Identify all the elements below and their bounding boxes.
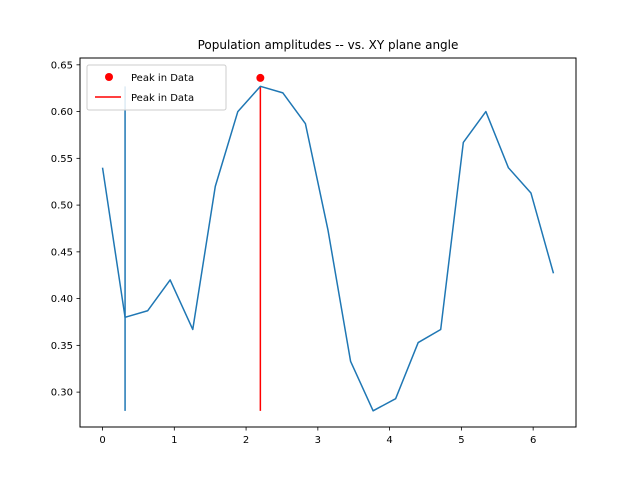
x-tick-label: 2 [243, 435, 249, 446]
y-tick-label: 0.30 [51, 388, 73, 399]
y-tick-label: 0.60 [51, 107, 73, 118]
chart-title: Population amplitudes -- vs. XY plane an… [198, 38, 459, 52]
legend-label-points: Peak in Data [131, 73, 194, 84]
x-tick-label: 4 [386, 435, 392, 446]
x-tick-label: 1 [171, 435, 177, 446]
y-tick-label: 0.50 [51, 201, 73, 212]
legend-marker-dot [105, 73, 113, 81]
y-tick-label: 0.40 [51, 294, 73, 305]
legend: Peak in Data Peak in Data [86, 64, 227, 111]
y-axis: 0.30 0.35 0.40 0.45 0.50 0.55 0.60 0.65 [51, 60, 80, 399]
peak-point-1 [256, 73, 265, 82]
y-tick-label: 0.45 [51, 247, 73, 258]
y-tick-label: 0.55 [51, 154, 73, 165]
x-tick-label: 5 [458, 435, 464, 446]
x-tick-label: 6 [530, 435, 536, 446]
x-tick-label: 3 [315, 435, 321, 446]
x-axis: 0 1 2 3 4 5 6 [99, 427, 536, 446]
plot-frame [79, 57, 577, 428]
y-tick-label: 0.65 [51, 60, 73, 71]
x-tick-label: 0 [99, 435, 105, 446]
plot-area [101, 73, 555, 412]
legend-box [86, 64, 227, 111]
legend-label-line: Peak in Data [131, 93, 194, 104]
y-tick-label: 0.35 [51, 341, 73, 352]
series-line-1 [101, 85, 555, 412]
